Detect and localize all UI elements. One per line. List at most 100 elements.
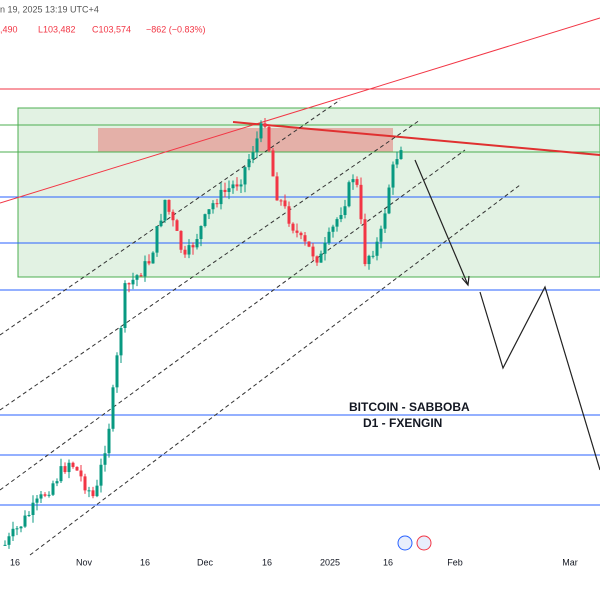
candle-body — [23, 515, 27, 527]
candle-body — [247, 159, 251, 168]
candle-body — [303, 235, 307, 242]
time-label: Nov — [76, 557, 93, 567]
candle-body — [183, 249, 187, 255]
candle-body — [151, 252, 155, 264]
candle-body — [99, 464, 103, 486]
candle-body — [379, 228, 383, 242]
channel-line — [0, 119, 421, 411]
projection — [414, 159, 600, 471]
candle-body — [39, 494, 43, 499]
candle-body — [75, 466, 79, 471]
candle-body — [179, 230, 183, 250]
candle-body — [155, 226, 159, 253]
candle-body — [59, 466, 63, 482]
candle-body — [3, 544, 7, 546]
time-label: 16 — [140, 557, 150, 567]
candle-body — [71, 462, 75, 467]
levels — [0, 88, 600, 506]
projection-line — [479, 285, 600, 471]
candle-body — [103, 453, 107, 465]
candle-body — [283, 200, 287, 207]
candle-body — [263, 123, 267, 127]
candle-body — [95, 485, 99, 497]
header-low: L103,482 — [38, 24, 76, 34]
candle-body — [387, 187, 391, 214]
candle-body — [187, 245, 191, 255]
candle-body — [279, 200, 283, 202]
event-icon — [397, 535, 413, 551]
candle-body — [143, 261, 147, 277]
time-axis: 16 Nov 16 Dec 16 2025 16 Feb Mar — [10, 557, 578, 567]
projection-line — [414, 159, 469, 286]
candle-body — [243, 167, 247, 185]
candle-body — [31, 502, 35, 515]
candle-body — [211, 203, 215, 210]
candle-body — [131, 279, 135, 285]
candle-body — [135, 275, 139, 280]
candle-body — [207, 209, 211, 215]
candle-body — [79, 470, 83, 477]
candle-body — [11, 528, 15, 537]
time-label: 16 — [262, 557, 272, 567]
candle-body — [275, 176, 279, 201]
candle-body — [67, 462, 71, 473]
time-label: Mar — [562, 557, 578, 567]
candle-body — [167, 199, 171, 212]
event-icon — [416, 535, 432, 551]
candle-body — [159, 220, 163, 227]
candle-body — [255, 138, 259, 153]
trend-line — [0, 17, 600, 204]
candle-body — [195, 239, 199, 248]
candle-body — [351, 179, 355, 183]
candle-body — [15, 528, 19, 530]
candle-body — [171, 211, 175, 221]
candle-body — [43, 494, 47, 496]
candle-body — [327, 231, 331, 243]
trend-line — [232, 121, 600, 156]
candle-body — [215, 203, 219, 205]
candle-body — [323, 242, 327, 254]
candle-body — [367, 255, 371, 265]
candle-body — [307, 241, 311, 247]
candle-body — [319, 253, 323, 263]
candle-body — [7, 536, 11, 545]
candle-body — [347, 182, 351, 207]
candle-body — [239, 184, 243, 187]
candle-body — [87, 490, 91, 492]
candle-body — [115, 355, 119, 388]
channel — [0, 99, 521, 556]
candle-body — [63, 466, 67, 473]
candle-body — [375, 241, 379, 256]
header-close: C103,574 — [92, 24, 131, 34]
candle-body — [19, 526, 23, 529]
candle-body — [223, 189, 227, 192]
candle-body — [343, 206, 347, 216]
candle-body — [267, 126, 271, 151]
candle-body — [331, 226, 335, 232]
header-change: −862 (−0.83%) — [146, 24, 206, 34]
candle-body — [51, 483, 55, 495]
candle-body — [391, 164, 395, 188]
channel-line — [0, 99, 341, 336]
annotation-subtitle: D1 - FXENGIN — [363, 416, 442, 430]
candle-body — [107, 428, 111, 454]
candle-body — [371, 255, 375, 257]
candle-body — [163, 199, 167, 221]
candle-body — [191, 245, 195, 248]
candle-body — [231, 184, 235, 189]
candle-body — [335, 219, 339, 227]
candle-body — [235, 184, 239, 187]
candles — [3, 118, 403, 549]
candle-body — [251, 152, 255, 160]
candle-body — [35, 498, 39, 503]
candle-body — [199, 226, 203, 240]
candle-body — [355, 179, 359, 185]
candle-body — [91, 490, 95, 497]
candle-body — [311, 246, 315, 257]
candle-body — [339, 215, 343, 220]
candle-body — [111, 387, 115, 429]
header-open: ,490 — [0, 24, 18, 34]
candle-body — [363, 219, 367, 265]
candle-body — [27, 514, 31, 516]
